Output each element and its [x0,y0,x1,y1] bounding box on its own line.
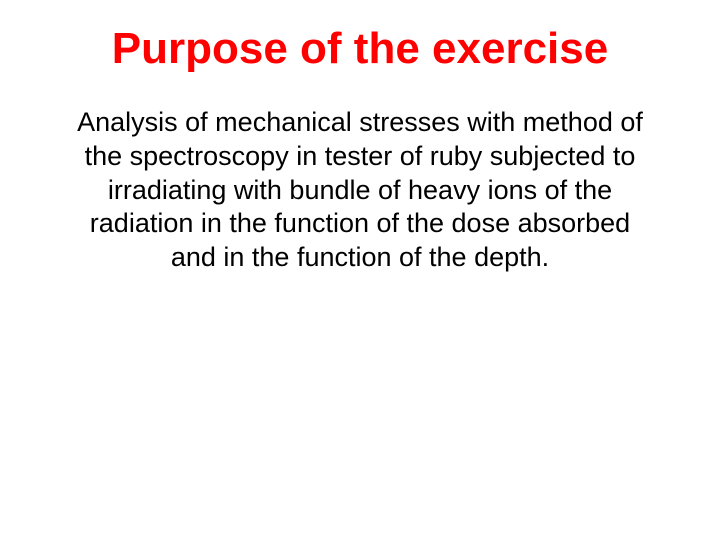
slide-title: Purpose of the exercise [60,24,660,74]
slide-container: Purpose of the exercise Analysis of mech… [0,0,720,540]
slide-body-text: Analysis of mechanical stresses with met… [60,106,660,275]
